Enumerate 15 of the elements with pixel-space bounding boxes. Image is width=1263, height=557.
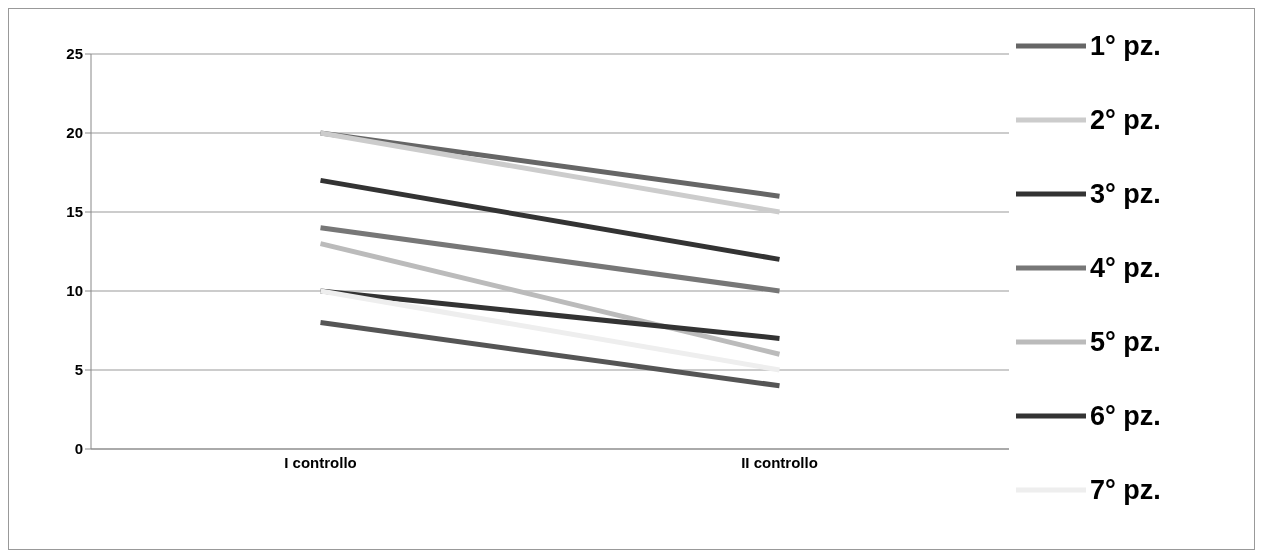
legend-label: 3° pz.	[1090, 178, 1161, 210]
y-tick-label: 10	[66, 282, 83, 300]
x-tick-label: I controllo	[284, 453, 357, 471]
legend-label: 7° pz.	[1090, 474, 1161, 506]
legend-label: 5° pz.	[1090, 326, 1161, 358]
legend-label: 1° pz.	[1090, 30, 1161, 62]
y-tick-label: 20	[66, 124, 83, 142]
legend-label: 4° pz.	[1090, 252, 1161, 284]
y-tick-label: 25	[66, 45, 83, 63]
y-tick-label: 5	[74, 361, 83, 379]
x-tick-label: II controllo	[741, 453, 818, 471]
legend-label: 2° pz.	[1090, 104, 1161, 136]
y-tick-label: 15	[66, 203, 83, 221]
y-tick-label: 0	[74, 440, 83, 458]
legend-label: 6° pz.	[1090, 400, 1161, 432]
